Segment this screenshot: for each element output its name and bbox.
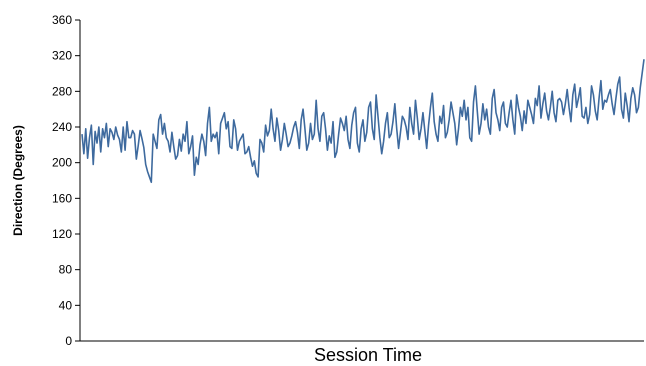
y-tick-group: 0 40 80 120 160 200 240 280 320 360 xyxy=(52,13,80,348)
y-tick-label: 360 xyxy=(52,13,72,27)
y-tick-label: 120 xyxy=(52,227,72,241)
y-tick-label: 200 xyxy=(52,156,72,170)
y-tick-label: 40 xyxy=(59,298,73,312)
y-tick-label: 320 xyxy=(52,49,72,63)
x-axis-label: Session Time xyxy=(314,345,422,365)
series-line xyxy=(81,59,645,184)
y-axis-label: Direction (Degrees) xyxy=(11,125,25,236)
y-tick-label: 160 xyxy=(52,191,72,205)
y-tick-label: 80 xyxy=(59,263,73,277)
y-tick-label: 0 xyxy=(65,334,72,348)
y-tick-label: 240 xyxy=(52,120,72,134)
y-tick-label: 280 xyxy=(52,84,72,98)
